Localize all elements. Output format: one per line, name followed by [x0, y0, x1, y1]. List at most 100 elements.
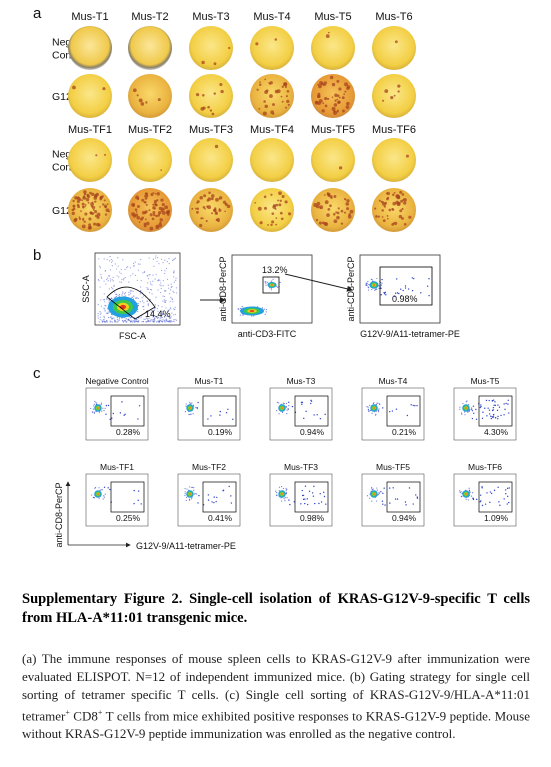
event-dot: [158, 263, 160, 265]
event-dot: [109, 418, 111, 420]
elispot-well: [311, 26, 355, 70]
event-dot: [113, 317, 115, 319]
event-dot: [150, 319, 152, 321]
event-dot: [264, 313, 266, 315]
spot: [281, 85, 284, 88]
event-dot: [374, 414, 377, 416]
event-dot: [122, 320, 124, 322]
spot: [155, 214, 158, 218]
event-dot: [111, 321, 114, 323]
event-dot: [389, 487, 391, 489]
event-dot: [115, 268, 118, 270]
event-dot: [147, 282, 149, 284]
event-dot: [310, 399, 312, 402]
event-dot: [151, 284, 153, 286]
event-dot: [141, 321, 143, 323]
event-dot: [210, 415, 212, 417]
event-dot: [172, 259, 175, 261]
event-dot: [107, 487, 109, 489]
spot: [381, 216, 384, 218]
event-dot: [130, 317, 132, 319]
spot: [324, 194, 326, 196]
spot: [284, 200, 288, 204]
event-dot: [165, 318, 167, 320]
event-dot: [173, 320, 175, 323]
event-dot: [503, 403, 505, 405]
event-dot: [104, 304, 106, 307]
event-dot: [251, 315, 253, 317]
event-dot: [154, 307, 157, 309]
spot: [158, 223, 163, 228]
event-dot: [152, 274, 154, 276]
event-dot: [481, 504, 484, 507]
spot: [161, 203, 165, 207]
event-dot: [484, 407, 486, 409]
event-dot: [265, 284, 267, 286]
event-dot: [492, 416, 494, 419]
spot: [148, 209, 151, 212]
density-core: [120, 304, 126, 310]
event-dot: [173, 291, 175, 294]
event-dot: [174, 318, 176, 321]
event-dot: [463, 411, 466, 413]
event-dot: [396, 292, 399, 294]
spot: [160, 209, 164, 213]
event-dot: [106, 298, 108, 300]
gate-value: 0.25%: [116, 513, 141, 523]
event-dot: [506, 487, 509, 490]
event-dot: [98, 412, 101, 414]
spot: [158, 211, 162, 215]
spot: [200, 217, 203, 220]
spot: [336, 110, 339, 113]
event-dot: [101, 489, 103, 491]
density-core: [465, 493, 467, 495]
event-dot: [107, 311, 109, 313]
event-dot: [109, 316, 111, 319]
event-dot: [191, 486, 193, 488]
event-dot: [129, 289, 131, 291]
spot: [201, 60, 205, 65]
event-dot: [497, 486, 499, 489]
plot-title: Mus-T4: [379, 376, 408, 386]
spot: [136, 204, 140, 209]
event-dot: [379, 403, 381, 406]
spot: [332, 213, 336, 216]
event-dot: [376, 288, 378, 291]
spot: [281, 194, 285, 199]
event-dot: [505, 489, 507, 491]
event-dot: [370, 490, 372, 492]
event-dot: [119, 271, 121, 273]
event-dot: [172, 259, 174, 261]
spot: [327, 208, 331, 211]
spot: [272, 204, 277, 208]
event-dot: [288, 404, 290, 407]
spot: [97, 223, 101, 227]
spot: [226, 204, 231, 209]
event-dot: [161, 306, 163, 308]
event-dot: [146, 317, 148, 320]
elispot-well: [189, 26, 233, 70]
event-dot: [503, 498, 505, 500]
spot: [345, 105, 350, 109]
spot: [314, 100, 318, 104]
event-dot: [105, 305, 107, 307]
spot: [324, 222, 329, 227]
event-dot: [132, 290, 134, 292]
spot: [104, 153, 107, 156]
event-dot: [261, 307, 264, 309]
event-dot: [508, 412, 510, 414]
column-header: Mus-T2: [131, 11, 168, 23]
spot: [72, 85, 76, 90]
event-dot: [124, 293, 126, 295]
spot: [160, 169, 162, 171]
event-dot: [193, 487, 195, 489]
spot: [91, 192, 95, 196]
event-dot: [157, 310, 159, 312]
event-dot: [468, 489, 470, 491]
spot: [271, 220, 275, 224]
plot-title: Mus-TF3: [284, 462, 318, 472]
event-dot: [109, 321, 111, 323]
event-dot: [375, 413, 377, 415]
event-dot: [475, 498, 478, 501]
event-dot: [172, 301, 174, 303]
